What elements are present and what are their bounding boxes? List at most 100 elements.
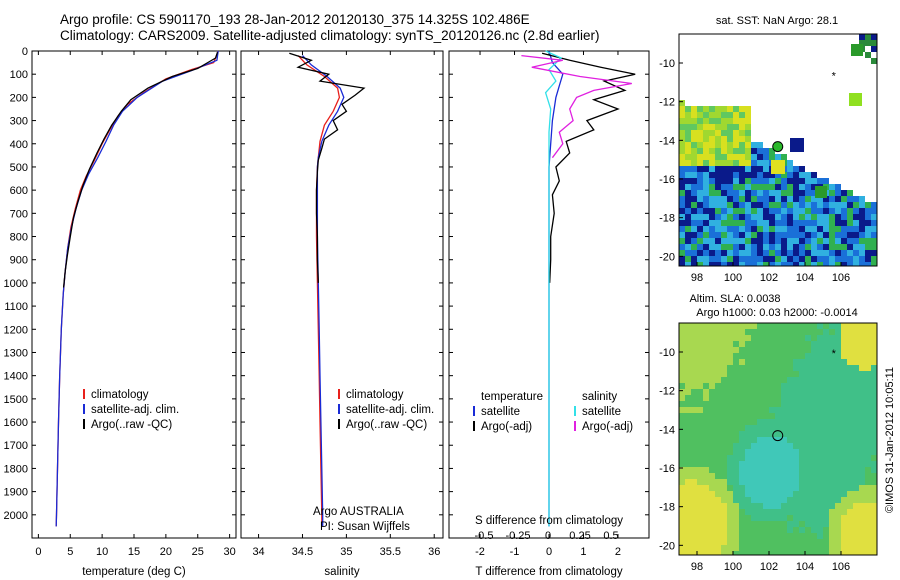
map-cell — [871, 467, 877, 473]
map-cell — [697, 160, 703, 166]
map-cell — [817, 545, 823, 551]
map-cell — [757, 190, 763, 196]
map-cell — [685, 545, 691, 551]
map-cell — [871, 485, 877, 491]
map-cell — [817, 455, 823, 461]
map-cell — [733, 521, 739, 527]
map-cell — [691, 329, 697, 335]
map-cell — [757, 335, 763, 341]
map-cell — [853, 401, 859, 407]
map-cell — [823, 551, 829, 555]
map-cell — [763, 461, 769, 467]
map-cell — [763, 184, 769, 190]
map-cell — [847, 437, 853, 443]
map-cell — [793, 335, 799, 341]
map-cell — [775, 232, 781, 238]
map-cell — [823, 329, 829, 335]
map-cell — [691, 545, 697, 551]
map-cell — [865, 377, 871, 383]
map-cell — [769, 190, 775, 196]
map-cell — [709, 323, 715, 329]
map-cell — [769, 250, 775, 256]
map-cell — [679, 545, 685, 551]
map-cell — [823, 353, 829, 359]
map-cell — [733, 431, 739, 437]
map-cell — [697, 142, 703, 148]
map-cell — [781, 329, 787, 335]
map-cell — [865, 395, 871, 401]
map-cell — [691, 497, 697, 503]
map-cell — [865, 250, 871, 256]
map-cell — [781, 437, 787, 443]
map-cell — [871, 395, 877, 401]
map-cell — [823, 479, 829, 485]
map-cell — [853, 371, 859, 377]
map-cell — [763, 419, 769, 425]
map-cell — [757, 244, 763, 250]
map-cell — [703, 449, 709, 455]
map-cell — [871, 244, 877, 250]
map-cell — [739, 509, 745, 515]
map-cell — [721, 371, 727, 377]
map-cell — [853, 509, 859, 515]
map-cell — [709, 455, 715, 461]
map-cell — [691, 130, 697, 136]
map-cell — [817, 323, 823, 329]
map-cell — [805, 407, 811, 413]
map-cell — [703, 178, 709, 184]
map-cell — [787, 238, 793, 244]
map-cell — [835, 527, 841, 533]
map-cell — [745, 419, 751, 425]
map-cell — [859, 262, 865, 266]
y-tick-label: 600 — [10, 185, 28, 197]
map-cell — [751, 509, 757, 515]
map-cell — [721, 178, 727, 184]
map-cell — [757, 166, 763, 172]
map-cell — [817, 533, 823, 539]
map-cell — [745, 136, 751, 142]
map-cell — [703, 335, 709, 341]
map-cell — [811, 335, 817, 341]
map-cell — [775, 323, 781, 329]
map-cell — [787, 178, 793, 184]
map-cell — [859, 202, 865, 208]
map-cell — [763, 196, 769, 202]
map-cell — [805, 377, 811, 383]
map-cell — [823, 371, 829, 377]
map-cell — [763, 178, 769, 184]
map-y-tick-label: -10 — [659, 58, 675, 70]
map-cell — [775, 353, 781, 359]
map-cell — [679, 341, 685, 347]
map-cell — [829, 425, 835, 431]
map-cell — [727, 533, 733, 539]
map-cell — [787, 371, 793, 377]
map-cell — [871, 262, 877, 266]
map-cell — [847, 455, 853, 461]
map-cell — [715, 106, 721, 112]
map-cell — [847, 473, 853, 479]
map-cell — [715, 262, 721, 266]
map-cell — [817, 371, 823, 377]
map-cell — [817, 413, 823, 419]
map-cell — [703, 377, 709, 383]
map-cell — [733, 437, 739, 443]
map-cell — [769, 479, 775, 485]
map-cell — [865, 509, 871, 515]
map-cell — [709, 377, 715, 383]
map-cell — [853, 220, 859, 226]
map-cell — [679, 371, 685, 377]
map-cell — [859, 383, 865, 389]
map-cell — [865, 335, 871, 341]
map-cell — [853, 461, 859, 467]
map-cell — [739, 142, 745, 148]
map-cell — [733, 232, 739, 238]
map-cell — [871, 46, 877, 52]
legend-entry: Argo(-adj) — [582, 421, 633, 433]
map-cell — [703, 365, 709, 371]
map-cell — [841, 190, 847, 196]
map-cell — [865, 359, 871, 365]
map-cell — [709, 262, 715, 266]
map-cell — [703, 214, 709, 220]
y-tick-label: 500 — [10, 162, 28, 174]
legend-entry: climatology — [91, 389, 149, 401]
